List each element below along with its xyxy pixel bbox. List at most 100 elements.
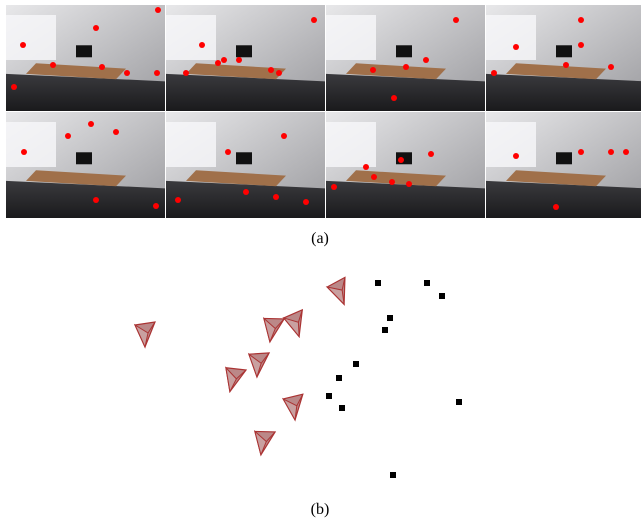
photo-window	[486, 122, 536, 167]
feature-point	[99, 64, 105, 70]
photo-window	[166, 15, 216, 60]
feature-point	[608, 64, 614, 70]
photo-window	[326, 122, 376, 167]
feature-point	[281, 133, 287, 139]
photo-monitor	[236, 152, 252, 164]
feature-point	[273, 194, 279, 200]
photo	[6, 5, 165, 111]
feature-point	[124, 70, 130, 76]
photo-monitor	[236, 45, 252, 57]
feature-point	[578, 17, 584, 23]
scene-point	[456, 399, 462, 405]
photo	[486, 112, 641, 218]
feature-point	[491, 70, 497, 76]
feature-point	[311, 17, 317, 23]
scene-point	[424, 280, 430, 286]
photo	[6, 112, 165, 218]
feature-point	[20, 42, 26, 48]
photo-monitor	[396, 152, 412, 164]
feature-point	[370, 67, 376, 73]
feature-point	[303, 199, 309, 205]
feature-point	[391, 95, 397, 101]
camera	[135, 322, 155, 347]
camera	[283, 310, 309, 339]
feature-point	[423, 57, 429, 63]
feature-point	[93, 25, 99, 31]
feature-point	[389, 179, 395, 185]
camera	[247, 351, 269, 378]
feature-point	[199, 42, 205, 48]
photo-monitor	[396, 45, 412, 57]
photo-window	[6, 122, 56, 167]
photo	[486, 5, 641, 111]
feature-point	[553, 204, 559, 210]
scene-point	[439, 293, 445, 299]
camera	[220, 365, 246, 394]
scene-point	[339, 405, 345, 411]
feature-point	[215, 60, 221, 66]
feature-point	[155, 7, 161, 13]
feature-point	[88, 121, 94, 127]
photo-monitor	[76, 45, 92, 57]
photo-grid	[6, 5, 641, 218]
feature-point	[21, 149, 27, 155]
feature-point	[563, 62, 569, 68]
feature-point	[243, 189, 249, 195]
scene-point	[326, 393, 332, 399]
scene-point	[382, 327, 388, 333]
feature-point	[331, 184, 337, 190]
feature-point	[65, 133, 71, 139]
reconstruction	[135, 277, 462, 478]
feature-point	[268, 67, 274, 73]
feature-point	[403, 64, 409, 70]
feature-point	[513, 44, 519, 50]
feature-point	[225, 149, 231, 155]
photo-monitor	[76, 152, 92, 164]
feature-point	[363, 164, 369, 170]
feature-point	[398, 157, 404, 163]
photo	[326, 5, 485, 111]
photo	[166, 5, 325, 111]
feature-point	[175, 197, 181, 203]
feature-point	[578, 149, 584, 155]
camera	[326, 277, 353, 307]
scene-point	[336, 375, 342, 381]
feature-point	[608, 149, 614, 155]
scene-point	[390, 472, 396, 478]
camera	[283, 394, 305, 421]
feature-point	[371, 174, 377, 180]
caption: (a)	[311, 230, 329, 247]
feature-point	[623, 149, 629, 155]
scene-point	[387, 315, 393, 321]
scene-point	[375, 280, 381, 286]
camera	[251, 428, 275, 456]
feature-point	[183, 70, 189, 76]
feature-point	[276, 70, 282, 76]
photo-window	[166, 122, 216, 167]
photo	[166, 112, 325, 218]
feature-point	[428, 151, 434, 157]
caption: (b)	[311, 501, 330, 518]
feature-point	[453, 17, 459, 23]
photo-window	[326, 15, 376, 60]
photo-monitor	[556, 45, 572, 57]
feature-point	[221, 57, 227, 63]
scene-point	[353, 361, 359, 367]
feature-point	[154, 70, 160, 76]
feature-point	[113, 129, 119, 135]
photo-window	[6, 15, 56, 60]
feature-point	[50, 62, 56, 68]
figure: (a) (b)	[0, 0, 641, 521]
feature-point	[93, 197, 99, 203]
photo-monitor	[556, 152, 572, 164]
feature-point	[513, 153, 519, 159]
feature-point	[153, 203, 159, 209]
feature-point	[236, 57, 242, 63]
photo	[326, 112, 485, 218]
camera	[260, 315, 284, 343]
feature-point	[578, 42, 584, 48]
page: (a) (b) (() => { const data = JSON.parse…	[0, 0, 641, 521]
photo-window	[486, 15, 536, 60]
feature-point	[406, 181, 412, 187]
feature-point	[11, 84, 17, 90]
